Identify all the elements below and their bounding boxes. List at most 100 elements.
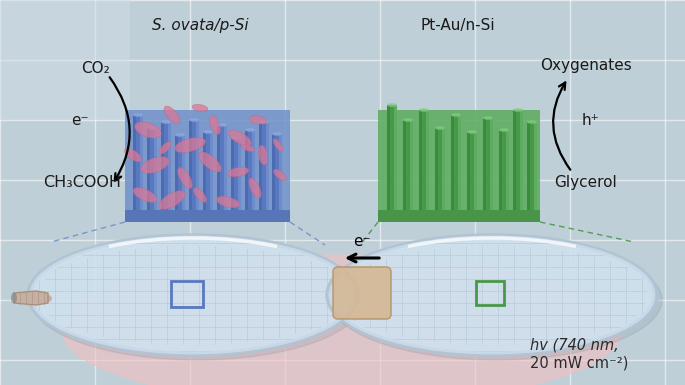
- FancyBboxPatch shape: [410, 120, 413, 210]
- Ellipse shape: [199, 152, 221, 172]
- Ellipse shape: [31, 237, 355, 353]
- Text: CH₃COOH: CH₃COOH: [43, 174, 121, 189]
- FancyBboxPatch shape: [245, 130, 255, 210]
- Ellipse shape: [175, 133, 185, 137]
- Ellipse shape: [499, 128, 509, 132]
- Ellipse shape: [133, 113, 143, 117]
- FancyBboxPatch shape: [266, 122, 269, 210]
- Ellipse shape: [387, 103, 397, 107]
- FancyBboxPatch shape: [513, 110, 523, 210]
- Ellipse shape: [159, 191, 186, 209]
- Ellipse shape: [527, 120, 537, 124]
- Ellipse shape: [125, 148, 142, 162]
- FancyBboxPatch shape: [189, 120, 192, 210]
- Ellipse shape: [62, 255, 622, 385]
- Ellipse shape: [164, 106, 180, 124]
- FancyBboxPatch shape: [419, 110, 429, 210]
- Ellipse shape: [249, 178, 261, 198]
- FancyBboxPatch shape: [189, 120, 199, 210]
- Bar: [171, 281, 203, 307]
- FancyBboxPatch shape: [133, 115, 136, 210]
- FancyBboxPatch shape: [125, 110, 290, 222]
- FancyBboxPatch shape: [333, 267, 391, 319]
- FancyBboxPatch shape: [161, 122, 164, 210]
- FancyBboxPatch shape: [125, 210, 290, 222]
- FancyBboxPatch shape: [259, 122, 262, 210]
- Ellipse shape: [193, 187, 207, 203]
- Text: Glycerol: Glycerol: [555, 174, 617, 189]
- FancyBboxPatch shape: [426, 110, 429, 210]
- Ellipse shape: [273, 139, 283, 151]
- FancyBboxPatch shape: [182, 135, 185, 210]
- Ellipse shape: [403, 118, 413, 122]
- FancyBboxPatch shape: [133, 115, 143, 210]
- FancyBboxPatch shape: [154, 128, 157, 210]
- FancyBboxPatch shape: [238, 138, 241, 210]
- Ellipse shape: [177, 167, 192, 189]
- FancyBboxPatch shape: [378, 210, 540, 222]
- Text: hv (740 nm,: hv (740 nm,: [530, 338, 619, 353]
- Ellipse shape: [210, 116, 221, 134]
- FancyBboxPatch shape: [210, 132, 213, 210]
- FancyBboxPatch shape: [435, 128, 438, 210]
- Text: CO₂: CO₂: [81, 60, 110, 75]
- Ellipse shape: [330, 240, 662, 360]
- Ellipse shape: [228, 130, 251, 146]
- FancyBboxPatch shape: [245, 130, 248, 210]
- Ellipse shape: [467, 130, 477, 134]
- FancyBboxPatch shape: [483, 118, 486, 210]
- Ellipse shape: [273, 169, 286, 181]
- Ellipse shape: [161, 120, 171, 124]
- FancyBboxPatch shape: [467, 132, 477, 210]
- FancyBboxPatch shape: [403, 120, 413, 210]
- Ellipse shape: [451, 113, 461, 117]
- FancyBboxPatch shape: [527, 122, 537, 210]
- Ellipse shape: [140, 157, 169, 173]
- Text: e⁻: e⁻: [71, 112, 89, 127]
- Ellipse shape: [435, 126, 445, 130]
- Text: Oxygenates: Oxygenates: [540, 57, 632, 72]
- FancyBboxPatch shape: [394, 105, 397, 210]
- FancyBboxPatch shape: [520, 110, 523, 210]
- FancyBboxPatch shape: [451, 115, 461, 210]
- FancyBboxPatch shape: [279, 134, 282, 210]
- FancyBboxPatch shape: [534, 122, 537, 210]
- Ellipse shape: [192, 104, 208, 112]
- FancyBboxPatch shape: [175, 135, 185, 210]
- FancyBboxPatch shape: [217, 125, 220, 210]
- Text: 20 mW cm⁻²): 20 mW cm⁻²): [530, 355, 628, 370]
- Text: S. ovata/p-Si: S. ovata/p-Si: [151, 18, 248, 33]
- FancyBboxPatch shape: [217, 125, 227, 210]
- FancyBboxPatch shape: [168, 122, 171, 210]
- FancyBboxPatch shape: [147, 128, 157, 210]
- FancyBboxPatch shape: [387, 105, 397, 210]
- FancyBboxPatch shape: [527, 122, 530, 210]
- FancyBboxPatch shape: [467, 132, 470, 210]
- FancyBboxPatch shape: [203, 132, 206, 210]
- FancyBboxPatch shape: [175, 135, 178, 210]
- FancyBboxPatch shape: [458, 115, 461, 210]
- Ellipse shape: [419, 108, 429, 112]
- Text: Pt-Au/n-Si: Pt-Au/n-Si: [421, 18, 495, 33]
- FancyBboxPatch shape: [442, 128, 445, 210]
- FancyBboxPatch shape: [499, 130, 502, 210]
- Polygon shape: [14, 291, 48, 305]
- FancyBboxPatch shape: [196, 120, 199, 210]
- Ellipse shape: [216, 196, 240, 208]
- Ellipse shape: [249, 116, 267, 124]
- Ellipse shape: [159, 142, 171, 154]
- FancyBboxPatch shape: [506, 130, 509, 210]
- FancyBboxPatch shape: [259, 122, 269, 210]
- FancyBboxPatch shape: [499, 130, 509, 210]
- FancyBboxPatch shape: [403, 120, 406, 210]
- Ellipse shape: [217, 123, 227, 127]
- Bar: [476, 281, 504, 305]
- FancyBboxPatch shape: [435, 128, 445, 210]
- Ellipse shape: [513, 108, 523, 112]
- Ellipse shape: [245, 128, 255, 132]
- FancyBboxPatch shape: [483, 118, 493, 210]
- FancyBboxPatch shape: [224, 125, 227, 210]
- FancyBboxPatch shape: [140, 115, 143, 210]
- Ellipse shape: [133, 187, 157, 203]
- FancyBboxPatch shape: [419, 110, 422, 210]
